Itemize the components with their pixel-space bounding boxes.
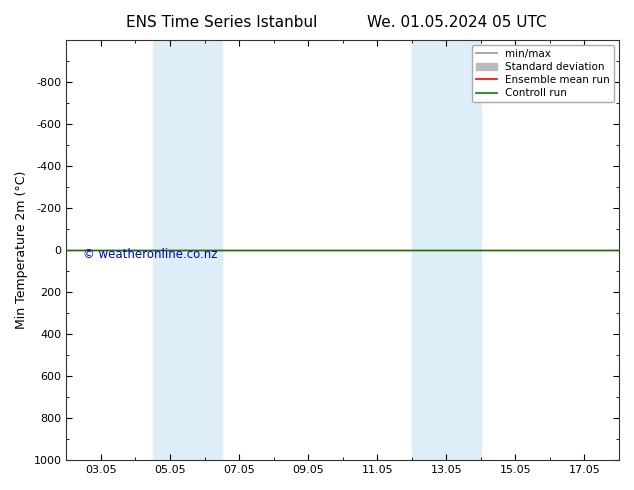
Legend: min/max, Standard deviation, Ensemble mean run, Controll run: min/max, Standard deviation, Ensemble me… xyxy=(472,45,614,102)
Text: We. 01.05.2024 05 UTC: We. 01.05.2024 05 UTC xyxy=(366,15,547,30)
Text: ENS Time Series Istanbul: ENS Time Series Istanbul xyxy=(126,15,318,30)
Y-axis label: Min Temperature 2m (°C): Min Temperature 2m (°C) xyxy=(15,171,28,329)
Bar xyxy=(411,40,481,460)
Text: © weatheronline.co.nz: © weatheronline.co.nz xyxy=(83,248,217,261)
Bar xyxy=(153,40,222,460)
